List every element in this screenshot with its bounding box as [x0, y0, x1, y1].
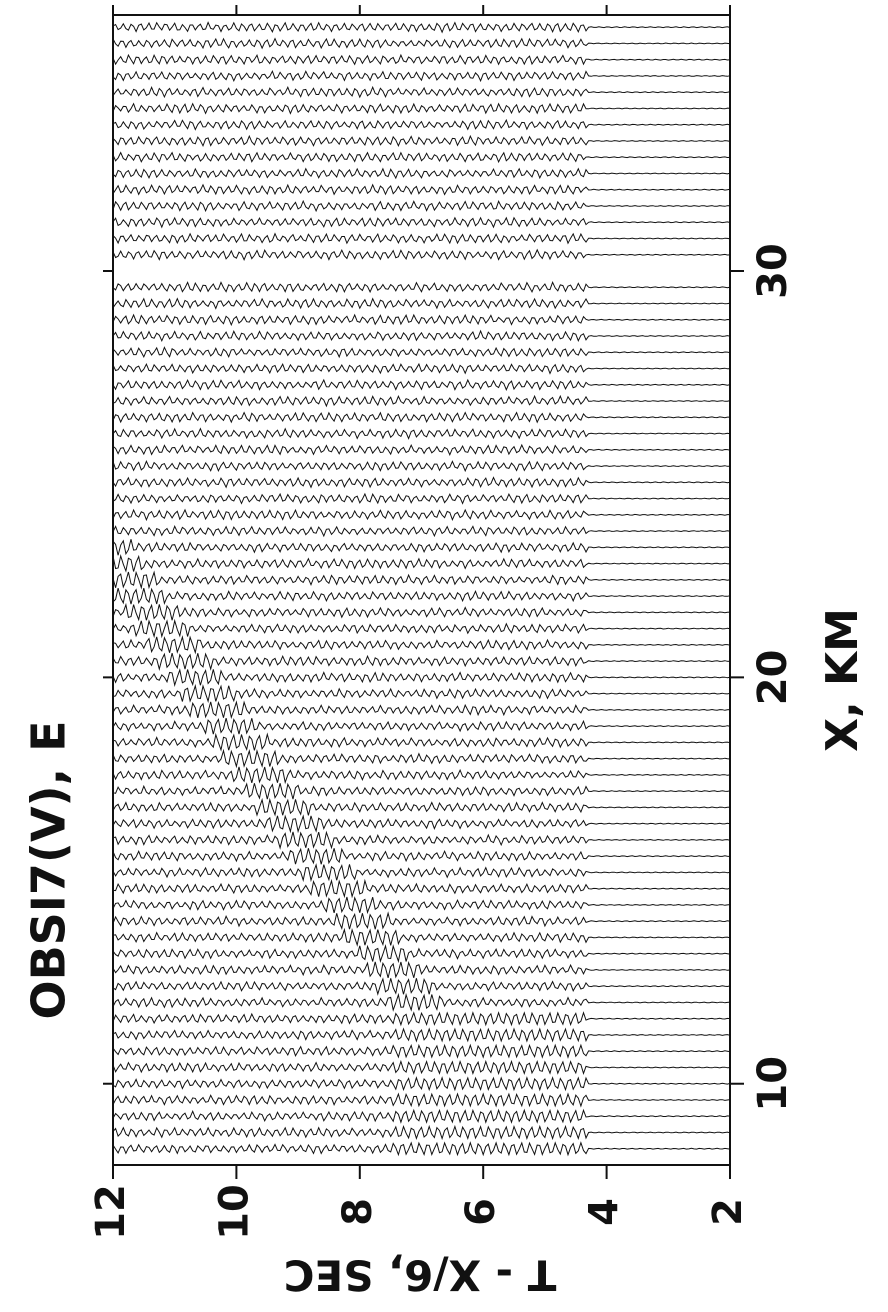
trace	[113, 897, 730, 913]
y-axis-label: T - X/6, SEC	[284, 1251, 557, 1300]
trace	[113, 995, 730, 1011]
trace	[113, 1127, 730, 1139]
trace	[113, 653, 730, 669]
trace	[113, 299, 730, 309]
trace	[113, 637, 730, 653]
x-axis-label: X, KM	[817, 608, 868, 752]
trace	[113, 218, 730, 227]
trace	[113, 702, 730, 718]
trace	[113, 87, 730, 97]
trace	[113, 783, 730, 799]
trace	[113, 848, 730, 864]
trace	[113, 364, 730, 373]
trace	[113, 799, 730, 815]
trace	[113, 962, 730, 978]
trace	[113, 686, 730, 702]
x-tick-label: 10	[750, 1056, 796, 1112]
trace	[113, 461, 730, 471]
trace	[113, 1062, 730, 1074]
trace	[113, 751, 730, 767]
trace	[113, 913, 730, 929]
trace	[113, 1029, 730, 1041]
trace	[113, 413, 730, 423]
trace	[113, 946, 730, 962]
trace	[113, 201, 730, 211]
trace	[113, 380, 730, 390]
trace	[113, 539, 730, 555]
chart: OBSI7(V), E X, KM T - X/6, SEC 12 10 8 6 4 2 1…	[0, 0, 888, 1308]
trace	[113, 930, 730, 946]
trace	[113, 572, 730, 588]
trace	[113, 510, 730, 520]
y-tick-label: 4	[582, 1198, 628, 1226]
trace	[113, 250, 730, 260]
y-tick-label: 6	[458, 1198, 504, 1226]
trace	[113, 347, 730, 357]
x-tick-label: 20	[750, 650, 796, 706]
trace	[113, 864, 730, 880]
trace	[113, 22, 730, 32]
y-tick-label: 12	[88, 1184, 134, 1240]
chart-title: OBSI7(V), E	[22, 721, 76, 1020]
trace	[113, 978, 730, 994]
trace	[113, 429, 730, 439]
trace	[113, 767, 730, 783]
x-tick-label: 30	[750, 243, 796, 299]
trace	[113, 526, 730, 536]
trace	[113, 669, 730, 685]
trace	[113, 71, 730, 81]
trace	[113, 588, 730, 604]
trace	[113, 331, 730, 341]
trace	[113, 1045, 730, 1057]
y-tick-label: 10	[211, 1184, 257, 1240]
trace	[113, 445, 730, 455]
trace	[113, 718, 730, 734]
trace	[113, 234, 730, 244]
trace	[113, 734, 730, 750]
trace	[113, 556, 730, 572]
trace	[113, 1094, 730, 1106]
trace	[113, 621, 730, 637]
trace	[113, 1078, 730, 1090]
trace	[113, 396, 730, 406]
y-tick-label: 2	[705, 1198, 751, 1226]
trace	[113, 832, 730, 848]
trace	[113, 136, 730, 146]
trace	[113, 55, 730, 64]
trace	[113, 1110, 730, 1122]
trace	[113, 39, 730, 49]
trace	[113, 494, 730, 503]
y-tick-label: 8	[335, 1198, 381, 1226]
trace	[113, 1143, 730, 1155]
trace	[113, 816, 730, 832]
trace	[113, 478, 730, 488]
trace	[113, 1013, 730, 1025]
trace	[113, 881, 730, 897]
trace	[113, 153, 730, 162]
trace	[113, 282, 730, 292]
trace	[113, 169, 730, 178]
trace	[113, 104, 730, 114]
trace	[113, 185, 730, 195]
trace	[113, 120, 730, 129]
trace	[113, 604, 730, 620]
trace	[113, 315, 730, 325]
